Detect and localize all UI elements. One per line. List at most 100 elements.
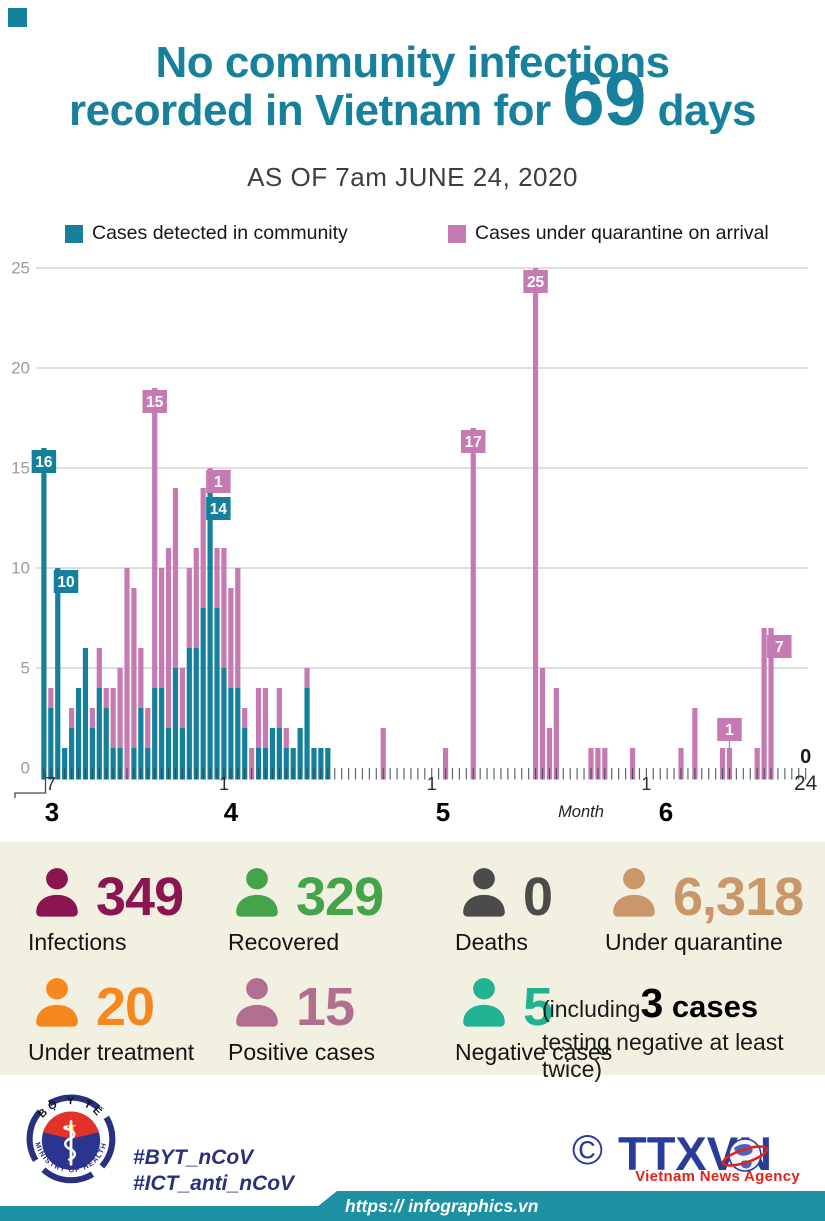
callout-box <box>206 497 231 520</box>
legend-quarantine: Cases under quarantine on arrival <box>448 222 769 244</box>
person-icon <box>36 868 78 917</box>
month-label: 6 <box>659 797 673 827</box>
bar-community <box>255 748 262 780</box>
bar-quarantine <box>249 748 255 780</box>
stat-deaths: 0 Deaths <box>455 862 553 956</box>
stat-value: 5 <box>523 977 553 1038</box>
bar-quarantine <box>768 628 774 780</box>
legend-community: Cases detected in community <box>65 222 348 244</box>
statistics-panel <box>0 842 825 1075</box>
bar-community <box>62 748 68 780</box>
bar-quarantine <box>69 708 75 728</box>
bar-quarantine <box>131 588 137 748</box>
stat-value: 15 <box>296 977 355 1038</box>
bars <box>41 268 774 780</box>
bar-community <box>75 688 82 780</box>
x-tick-label: 1 <box>427 774 437 794</box>
bar-quarantine <box>754 748 760 780</box>
bar-quarantine <box>235 568 241 688</box>
callout-box <box>717 718 742 741</box>
axis-leader-line <box>14 773 47 798</box>
legend-label-quarantine: Cases under quarantine on arrival <box>475 222 769 244</box>
title-line-1: No community infections <box>155 38 670 87</box>
person-icon <box>36 978 78 1027</box>
person-icon <box>463 868 505 917</box>
bar-community <box>89 728 95 780</box>
bar-quarantine <box>442 748 449 780</box>
negative-cases-note: (including3 cases testing negative at le… <box>542 980 822 1082</box>
stat-value: 6,318 <box>673 867 804 928</box>
bar-community <box>131 748 137 780</box>
bar-quarantine <box>304 668 310 688</box>
callout-value: 25 <box>527 274 545 291</box>
bar-quarantine <box>276 688 282 728</box>
copyright-icon: © <box>572 1126 603 1173</box>
bar-community <box>269 728 276 780</box>
bottom-strip-raised <box>317 1191 825 1207</box>
bar-community <box>221 668 227 780</box>
callout-value: 14 <box>210 501 228 518</box>
bar-community <box>186 648 192 780</box>
bar-quarantine <box>89 708 95 728</box>
stat-label: Recovered <box>228 929 340 955</box>
bar-community <box>82 648 89 780</box>
callout-value: 7 <box>775 639 784 656</box>
bar-quarantine <box>595 748 601 780</box>
y-axis-label: 15 <box>11 459 30 478</box>
bar-quarantine <box>159 568 165 688</box>
bar-community <box>152 688 158 780</box>
bar-quarantine <box>145 708 151 748</box>
bar-community <box>103 708 109 780</box>
stat-label: Deaths <box>455 929 528 955</box>
bar-community <box>159 688 165 780</box>
bar-quarantine <box>221 548 227 668</box>
stat-label: Positive cases <box>228 1039 376 1065</box>
stat-value: 20 <box>96 977 155 1038</box>
callout-box <box>523 270 548 293</box>
bar-community <box>165 728 172 780</box>
hashtags: #BYT_nCoV #ICT_anti_nCoV <box>133 1145 294 1198</box>
bar-quarantine <box>532 268 539 780</box>
bar-quarantine <box>539 668 546 780</box>
bar-quarantine <box>152 388 158 688</box>
as-of-date: AS OF 7am JUNE 24, 2020 <box>247 162 578 192</box>
ministry-of-health-logo: BỘ Y TẾ MINISTRY OF HEALTH <box>26 1094 116 1184</box>
bar-quarantine <box>629 748 636 780</box>
legend-swatch-quarantine <box>448 224 466 243</box>
bar-community <box>297 728 303 780</box>
bar-community <box>172 668 179 780</box>
bar-quarantine <box>262 688 269 748</box>
x-tick-label: 7 <box>46 774 56 794</box>
legend-swatch-community <box>65 224 83 243</box>
bar-community <box>304 688 310 780</box>
bar-quarantine <box>200 488 206 608</box>
bar-quarantine <box>380 728 386 780</box>
callout-box <box>31 450 57 473</box>
person-icon <box>463 978 505 1027</box>
bar-quarantine <box>138 648 144 708</box>
bar-quarantine <box>255 688 262 748</box>
bar-community <box>55 568 61 780</box>
person-icon <box>613 868 655 917</box>
title-days-count: 69 <box>562 57 646 143</box>
title-line-2: recorded in Vietnam for 69 days <box>0 62 825 138</box>
day-ticks <box>43 768 807 780</box>
caduceus-icon <box>63 1120 76 1166</box>
bar-quarantine <box>602 748 608 780</box>
month-label: 5 <box>436 797 450 827</box>
bar-quarantine <box>179 668 185 728</box>
person-icon <box>236 868 278 917</box>
bar-community <box>242 728 248 780</box>
bar-community <box>235 688 241 780</box>
note-big-word: cases <box>663 989 759 1024</box>
bar-quarantine <box>124 568 130 780</box>
bar-community <box>96 688 102 780</box>
bar-community <box>311 748 317 780</box>
legend-label-community: Cases detected in community <box>92 222 348 244</box>
bar-community <box>214 608 220 780</box>
bar-quarantine <box>96 648 102 688</box>
globe-icon <box>721 1138 769 1172</box>
